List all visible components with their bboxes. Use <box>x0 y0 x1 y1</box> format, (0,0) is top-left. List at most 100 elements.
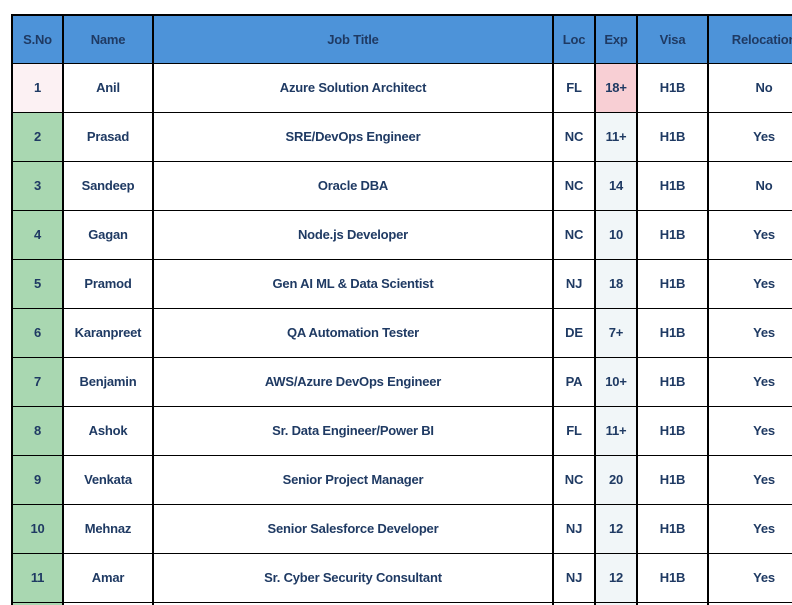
cell-sno: 11 <box>11 552 64 603</box>
cell-relocation: Yes <box>707 405 792 456</box>
cell-visa: H1B <box>636 454 709 505</box>
table-row: 10 Mehnaz Senior Salesforce Developer NJ 12 H… <box>11 503 792 554</box>
cell-relocation: Yes <box>707 307 792 358</box>
table-row <box>11 601 792 605</box>
cell-visa: H1B <box>636 160 709 211</box>
cell-loc: NC <box>552 111 596 162</box>
cell-exp: 10 <box>594 209 638 260</box>
column-header-exp: Exp <box>594 14 638 64</box>
cell-relocation: Yes <box>707 503 792 554</box>
cell-name <box>62 601 154 605</box>
cell-job_title: Oracle DBA <box>152 160 554 211</box>
cell-relocation: Yes <box>707 552 792 603</box>
table-row: 11 Amar Sr. Cyber Security Consultant NJ 12 H… <box>11 552 792 603</box>
cell-relocation: No <box>707 160 792 211</box>
cell-name: Karanpreet <box>62 307 154 358</box>
column-header-relocation: Relocation <box>707 14 792 64</box>
cell-visa: H1B <box>636 552 709 603</box>
table-header: S.No Name Job Title Loc Exp Visa Relocation <box>11 14 792 64</box>
cell-sno: 3 <box>11 160 64 211</box>
cell-sno: 9 <box>11 454 64 505</box>
cell-name: Pramod <box>62 258 154 309</box>
column-header-loc: Loc <box>552 14 596 64</box>
cell-exp: 11+ <box>594 111 638 162</box>
cell-visa: H1B <box>636 209 709 260</box>
cell-exp: 12 <box>594 552 638 603</box>
table-row: 4 Gagan Node.js Developer NC 10 H1B Yes <box>11 209 792 260</box>
cell-exp: 12 <box>594 503 638 554</box>
cell-relocation: No <box>707 62 792 113</box>
cell-sno: 10 <box>11 503 64 554</box>
table-row: 5 Pramod Gen AI ML & Data Scientist NJ 18 H1B… <box>11 258 792 309</box>
table-row: 6 Karanpreet QA Automation Tester DE 7+ H1B Ye… <box>11 307 792 358</box>
cell-sno <box>11 601 64 605</box>
cell-job_title <box>152 601 554 605</box>
column-header-job_title: Job Title <box>152 14 554 64</box>
column-header-name: Name <box>62 14 154 64</box>
cell-loc: NC <box>552 160 596 211</box>
cell-job_title: Azure Solution Architect <box>152 62 554 113</box>
cell-name: Mehnaz <box>62 503 154 554</box>
table-row: 2 Prasad SRE/DevOps Engineer NC 11+ H1B Yes <box>11 111 792 162</box>
cell-visa: H1B <box>636 111 709 162</box>
cell-visa: H1B <box>636 62 709 113</box>
cell-name: Prasad <box>62 111 154 162</box>
cell-visa: H1B <box>636 258 709 309</box>
cell-exp: 18+ <box>594 62 638 113</box>
cell-loc: NJ <box>552 258 596 309</box>
cell-name: Amar <box>62 552 154 603</box>
table-row: 9 Venkata Senior Project Manager NC 20 H1B Yes <box>11 454 792 505</box>
cell-exp: 11+ <box>594 405 638 456</box>
cell-loc: FL <box>552 62 596 113</box>
cell-relocation: Yes <box>707 356 792 407</box>
cell-sno: 1 <box>11 62 64 113</box>
cell-sno: 4 <box>11 209 64 260</box>
cell-visa: H1B <box>636 356 709 407</box>
column-header-sno: S.No <box>11 14 64 64</box>
cell-name: Benjamin <box>62 356 154 407</box>
cell-exp: 14 <box>594 160 638 211</box>
cell-sno: 2 <box>11 111 64 162</box>
cell-job_title: QA Automation Tester <box>152 307 554 358</box>
cell-loc: DE <box>552 307 596 358</box>
cell-sno: 6 <box>11 307 64 358</box>
cell-exp: 20 <box>594 454 638 505</box>
cell-sno: 5 <box>11 258 64 309</box>
table-row: 1 Anil Azure Solution Architect FL 18+ H1B No <box>11 62 792 113</box>
cell-loc: NJ <box>552 503 596 554</box>
cell-name: Sandeep <box>62 160 154 211</box>
cell-name: Venkata <box>62 454 154 505</box>
cell-sno: 8 <box>11 405 64 456</box>
column-header-visa: Visa <box>636 14 709 64</box>
cell-relocation: Yes <box>707 258 792 309</box>
cell-loc: FL <box>552 405 596 456</box>
cell-loc: NJ <box>552 552 596 603</box>
cell-name: Anil <box>62 62 154 113</box>
cell-loc: NC <box>552 454 596 505</box>
cell-name: Gagan <box>62 209 154 260</box>
cell-job_title: SRE/DevOps Engineer <box>152 111 554 162</box>
cell-visa: H1B <box>636 307 709 358</box>
cell-job_title: Senior Project Manager <box>152 454 554 505</box>
cell-visa: H1B <box>636 405 709 456</box>
cell-job_title: Gen AI ML & Data Scientist <box>152 258 554 309</box>
cell-visa <box>636 601 709 605</box>
cell-exp: 10+ <box>594 356 638 407</box>
cell-loc: NC <box>552 209 596 260</box>
cell-relocation <box>707 601 792 605</box>
cell-job_title: AWS/Azure DevOps Engineer <box>152 356 554 407</box>
cell-job_title: Node.js Developer <box>152 209 554 260</box>
cell-exp: 7+ <box>594 307 638 358</box>
cell-name: Ashok <box>62 405 154 456</box>
cell-visa: H1B <box>636 503 709 554</box>
cell-exp <box>594 601 638 605</box>
cell-relocation: Yes <box>707 111 792 162</box>
table-row: 3 Sandeep Oracle DBA NC 14 H1B No <box>11 160 792 211</box>
header-row: S.No Name Job Title Loc Exp Visa Relocation <box>11 14 792 64</box>
cell-job_title: Sr. Cyber Security Consultant <box>152 552 554 603</box>
cell-relocation: Yes <box>707 454 792 505</box>
cell-loc: PA <box>552 356 596 407</box>
table-row: 8 Ashok Sr. Data Engineer/Power BI FL 11+ H1B… <box>11 405 792 456</box>
